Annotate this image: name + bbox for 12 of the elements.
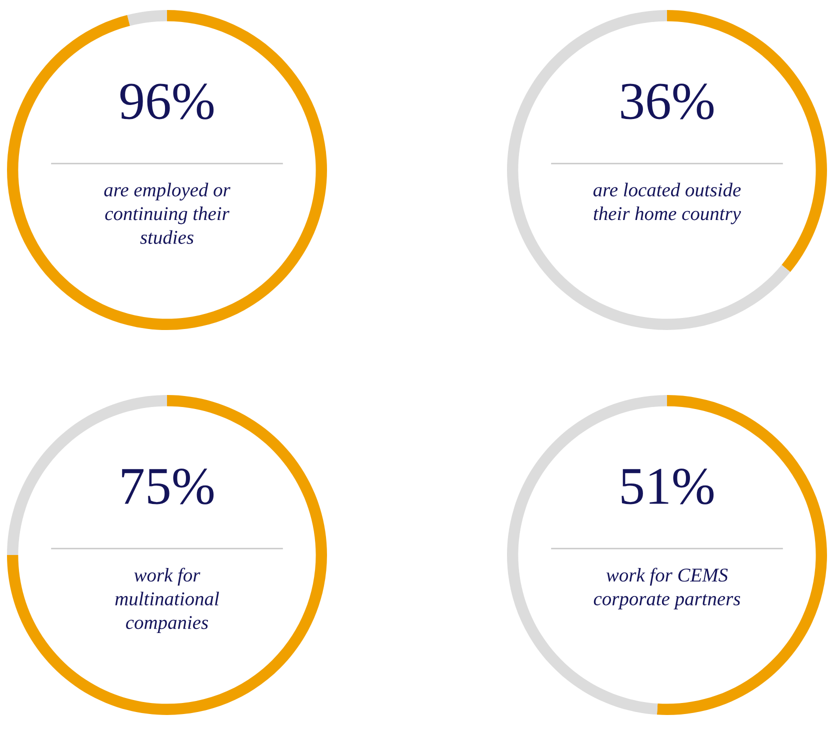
donut-slice [7,395,327,715]
donut-slice [507,10,790,330]
data-label: 75% [122,468,214,504]
text: are located outside their home country [593,182,741,224]
data-label: 96% [120,84,214,120]
data-label: 36% [621,84,714,120]
data-label: 51% [622,468,714,504]
text: work for multinational companies [115,568,219,634]
donut-slice [127,10,167,26]
text: are employed or continuing their studies [104,182,230,244]
text: work for CEMS corporate partners [594,568,740,610]
donut-slice [7,10,327,330]
